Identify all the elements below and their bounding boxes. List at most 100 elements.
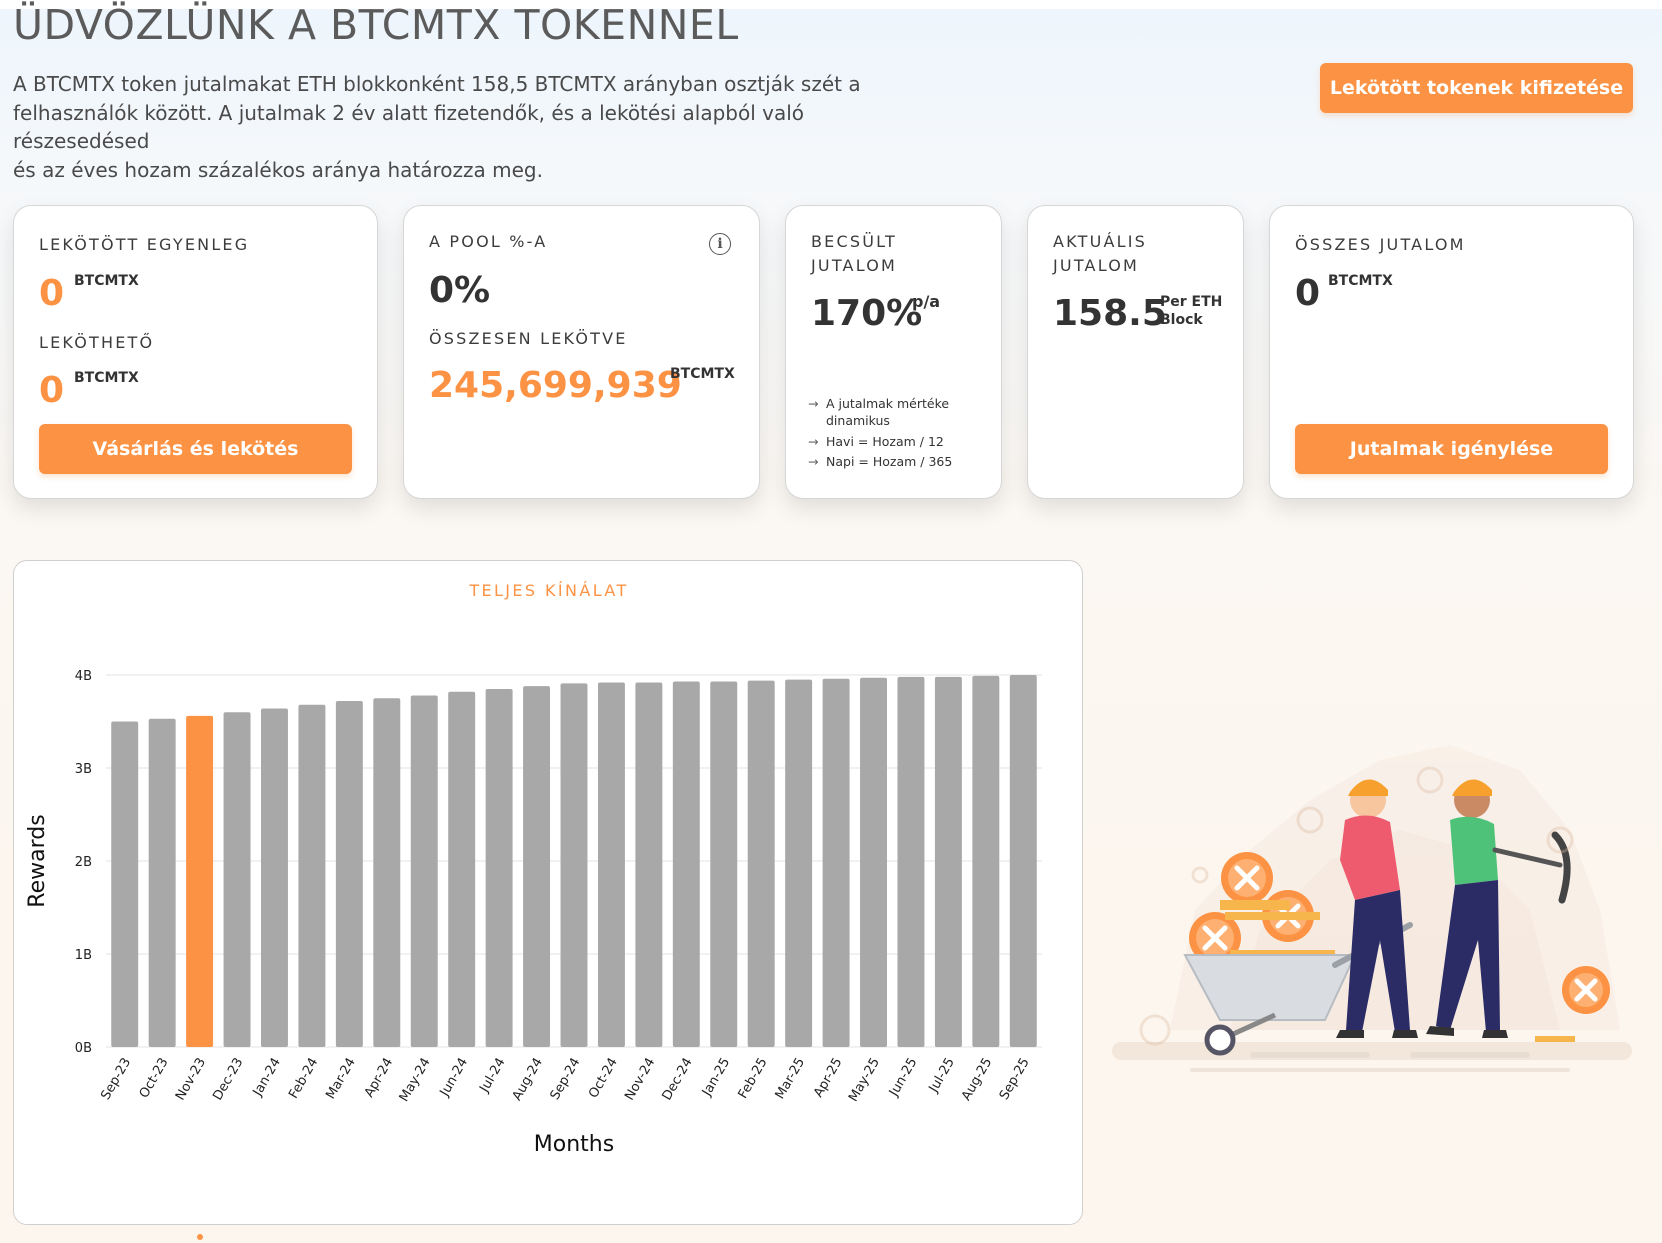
decorative-dot (197, 1234, 203, 1240)
estimated-reward-unit: p/a (912, 292, 941, 311)
miners-illustration (1112, 745, 1632, 1072)
intro-text: A BTCMTX token jutalmakat ETH blokkonkén… (13, 70, 943, 184)
arrow-right-icon: → (808, 454, 819, 469)
dynamic-rate-note: → A jutalmak mértéke dinamikus (808, 395, 949, 429)
top-band (0, 0, 1662, 9)
x-tick-label: Nov-23 (173, 1056, 209, 1104)
chart-bar (1009, 675, 1037, 1047)
note-text: dinamikus (826, 413, 890, 428)
arrow-right-icon: → (808, 396, 819, 411)
current-reward-label: JUTALOM (1053, 256, 1140, 275)
total-staked-label: ÖSSZESEN LEKÖTVE (429, 329, 628, 348)
total-staked-value: 245,699,939 (429, 365, 682, 406)
note-text: Napi = Hozam / 365 (826, 454, 953, 469)
x-tick-label: Jun-24 (437, 1056, 471, 1100)
x-tick-label: Jul-24 (477, 1056, 509, 1096)
daily-note: → Napi = Hozam / 365 (808, 453, 952, 470)
x-tick-label: Oct-23 (137, 1056, 172, 1101)
y-axis-title: Rewards (25, 814, 50, 907)
chart-bar (523, 686, 551, 1047)
buy-and-stake-button[interactable]: Vásárlás és lekötés (39, 424, 352, 474)
chart-bar (747, 680, 775, 1047)
arrow-right-icon: → (808, 434, 819, 449)
chart-bar (897, 676, 925, 1047)
stakeable-value: 0 (39, 370, 65, 411)
x-tick-label: Jan-24 (250, 1056, 284, 1100)
x-tick-label: Apr-24 (362, 1056, 396, 1101)
x-tick-label: Dec-24 (660, 1056, 696, 1104)
pool-share-card: A POOL %-A i 0% ÖSSZESEN LEKÖTVE 245,699… (403, 205, 760, 499)
chart-bar (934, 676, 962, 1047)
coin-outline-icon (1139, 766, 1574, 1046)
chart-bar (972, 675, 1000, 1047)
coin-icon (1189, 912, 1241, 964)
total-reward-label: ÖSSZES JUTALOM (1295, 235, 1466, 254)
chart-bar (710, 681, 738, 1047)
x-tick-label: Sep-24 (548, 1056, 584, 1103)
estimated-reward-card: BECSÜLT JUTALOM 170% p/a → A jutalmak mér… (785, 205, 1002, 499)
y-tick-label: 0B (75, 1041, 92, 1056)
chart-bar (223, 712, 251, 1047)
claim-rewards-button[interactable]: Jutalmak igénylése (1295, 424, 1608, 474)
y-tick-label: 3B (75, 762, 92, 777)
staked-balance-value: 0 (39, 273, 65, 314)
x-tick-label: Aug-24 (510, 1056, 546, 1104)
chart-bar (148, 718, 176, 1047)
chart-bar (860, 677, 887, 1047)
chart-title: TELJES KÍNÁLAT (469, 581, 629, 600)
stakeable-label: LEKÖTHETŐ (39, 333, 155, 352)
chart-bar (485, 688, 513, 1047)
total-staked-unit: BTCMTX (670, 366, 735, 382)
current-reward-value: 158.5 (1053, 293, 1167, 334)
x-tick-label: Oct-24 (586, 1056, 621, 1101)
chart-bar (448, 691, 476, 1047)
x-tick-label: Sep-23 (98, 1056, 134, 1103)
coin-icon (1221, 852, 1273, 904)
current-reward-unit: Per ETH (1160, 294, 1223, 310)
total-supply-chart: 0B 1B 2B 3B 4B Sep-23 Oct-23 Nov-23 Dec-23 Jan-24… (25, 669, 1042, 1157)
x-tick-label: Feb-25 (736, 1056, 771, 1102)
chart-bar (298, 704, 326, 1047)
staked-balance-card: LEKÖTÖTT EGYENLEG 0 BTCMTX LEKÖTHETŐ 0 B… (13, 205, 378, 499)
chart-bar (560, 683, 588, 1047)
x-tick-label: Nov-24 (622, 1056, 658, 1104)
chart-bar (335, 701, 363, 1047)
chart-bar (261, 708, 288, 1047)
info-icon[interactable]: i (709, 233, 731, 255)
current-reward-label: AKTUÁLIS (1053, 232, 1148, 251)
page-title: ÜDVÖZLÜNK A BTCMTX TOKENNEL (13, 1, 739, 49)
total-reward-value: 0 (1295, 273, 1321, 314)
current-reward-card: AKTUÁLIS JUTALOM 158.5 Per ETH Block (1027, 205, 1244, 499)
withdraw-staked-tokens-button[interactable]: Lekötött tokenek kifizetése (1320, 63, 1633, 113)
miner-figure (1426, 779, 1571, 1038)
chart-bar (410, 695, 438, 1047)
chart-bar (373, 698, 401, 1047)
stakeable-unit: BTCMTX (74, 370, 139, 386)
intro-line: és az éves hozam százalékos aránya határ… (13, 157, 543, 182)
x-tick-label: Sep-25 (997, 1056, 1033, 1103)
chart-bar (785, 679, 813, 1047)
chart-bar (597, 682, 625, 1047)
x-tick-label: Mar-25 (773, 1056, 808, 1102)
x-tick-label: Aug-25 (959, 1056, 995, 1104)
y-tick-label: 4B (75, 669, 92, 684)
pool-share-value: 0% (429, 270, 491, 311)
estimated-reward-label: BECSÜLT (811, 232, 898, 251)
pool-share-label: A POOL %-A (429, 232, 548, 251)
chart-bar (822, 678, 850, 1047)
staked-balance-unit: BTCMTX (74, 273, 139, 289)
y-tick-label: 2B (75, 855, 92, 870)
chart-bar (672, 681, 700, 1047)
note-text: Havi = Hozam / 12 (826, 434, 944, 449)
intro-line: felhasználók között. A jutalmak 2 év ala… (13, 100, 805, 154)
x-tick-label: Dec-23 (210, 1056, 246, 1104)
note-text: A jutalmak mértéke (826, 396, 950, 411)
intro-line: A BTCMTX token jutalmakat ETH blokkonkén… (13, 72, 861, 96)
chart-bar (111, 721, 139, 1047)
x-tick-label: Mar-24 (323, 1056, 358, 1102)
x-tick-label: Apr-25 (811, 1056, 845, 1101)
x-axis-title: Months (534, 1132, 614, 1157)
x-tick-label: Feb-24 (286, 1056, 321, 1102)
x-tick-label: Jun-25 (886, 1056, 920, 1100)
estimated-reward-value: 170% (811, 293, 923, 334)
